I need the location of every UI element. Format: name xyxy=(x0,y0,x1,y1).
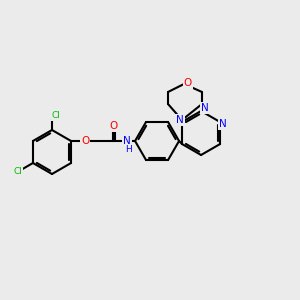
Text: N: N xyxy=(176,115,184,125)
Text: Cl: Cl xyxy=(52,111,60,120)
Text: Cl: Cl xyxy=(13,167,22,176)
Text: N: N xyxy=(201,103,209,113)
Text: O: O xyxy=(81,136,89,146)
Text: O: O xyxy=(184,78,192,88)
Text: O: O xyxy=(109,121,117,131)
Text: N: N xyxy=(123,136,131,146)
Text: H: H xyxy=(125,145,131,154)
Text: N: N xyxy=(219,119,227,129)
